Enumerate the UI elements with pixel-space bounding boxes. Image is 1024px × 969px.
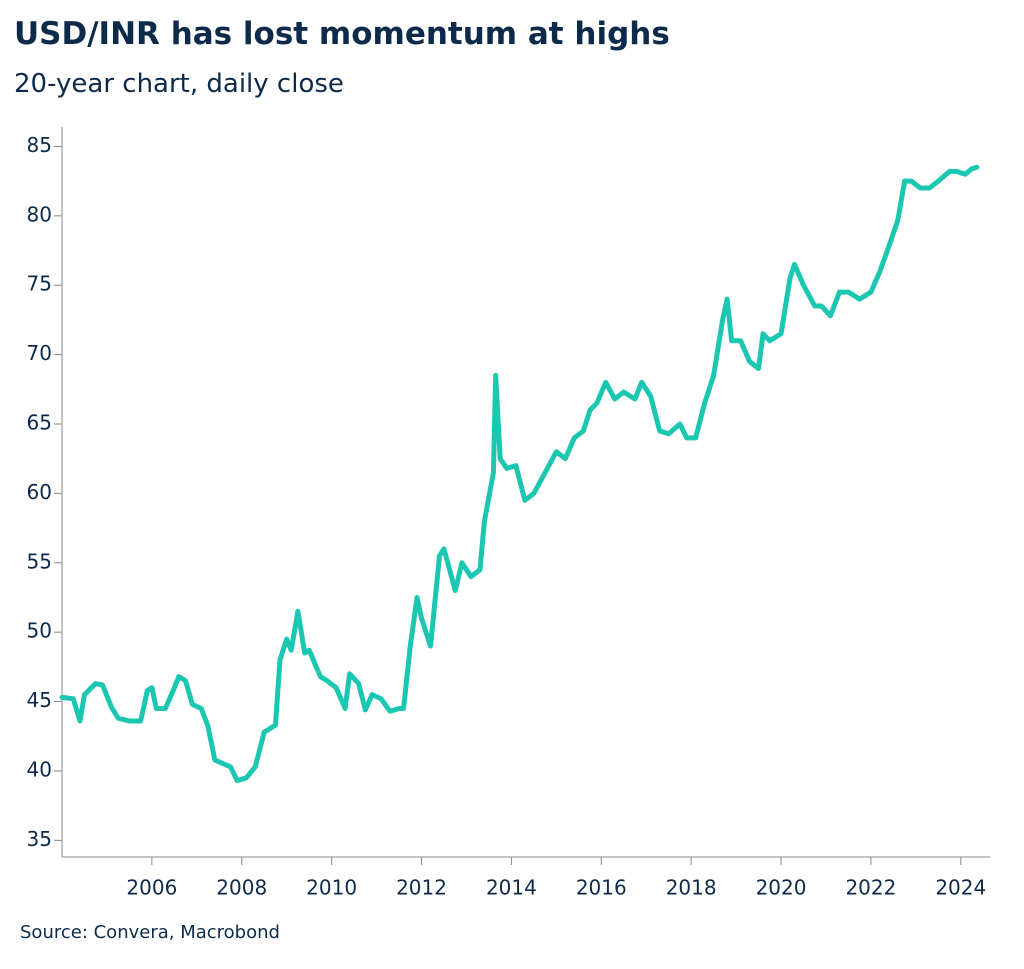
x-tick-label: 2012 xyxy=(396,876,447,900)
y-tick-label: 65 xyxy=(27,410,52,434)
y-tick-label: 50 xyxy=(27,619,52,643)
x-tick-label: 2022 xyxy=(845,876,896,900)
y-tick-label: 35 xyxy=(27,827,52,851)
y-tick-label: 80 xyxy=(27,202,52,226)
x-tick-label: 2008 xyxy=(216,876,267,900)
x-tick-label: 2020 xyxy=(756,876,807,900)
y-tick-label: 55 xyxy=(27,549,52,573)
chart-title: USD/INR has lost momentum at highs xyxy=(14,16,670,52)
y-tick-label: 85 xyxy=(27,133,52,157)
y-tick-label: 40 xyxy=(27,757,52,781)
y-tick-label: 45 xyxy=(27,688,52,712)
x-tick-label: 2024 xyxy=(935,876,986,900)
source: Source: Convera, Macrobond xyxy=(20,922,280,943)
x-tick-label: 2006 xyxy=(126,876,177,900)
line xyxy=(59,164,980,784)
x-tick-label: 2016 xyxy=(576,876,627,900)
y-tick-label: 75 xyxy=(27,272,52,296)
chart-subtitle: 20-year chart, daily close xyxy=(14,69,344,99)
x-tick-label: 2010 xyxy=(306,876,357,900)
x-tick-label: 2014 xyxy=(486,876,537,900)
y-tick-label: 60 xyxy=(27,480,52,504)
y-tick-label: 70 xyxy=(27,341,52,365)
x-tick-label: 2018 xyxy=(666,876,717,900)
